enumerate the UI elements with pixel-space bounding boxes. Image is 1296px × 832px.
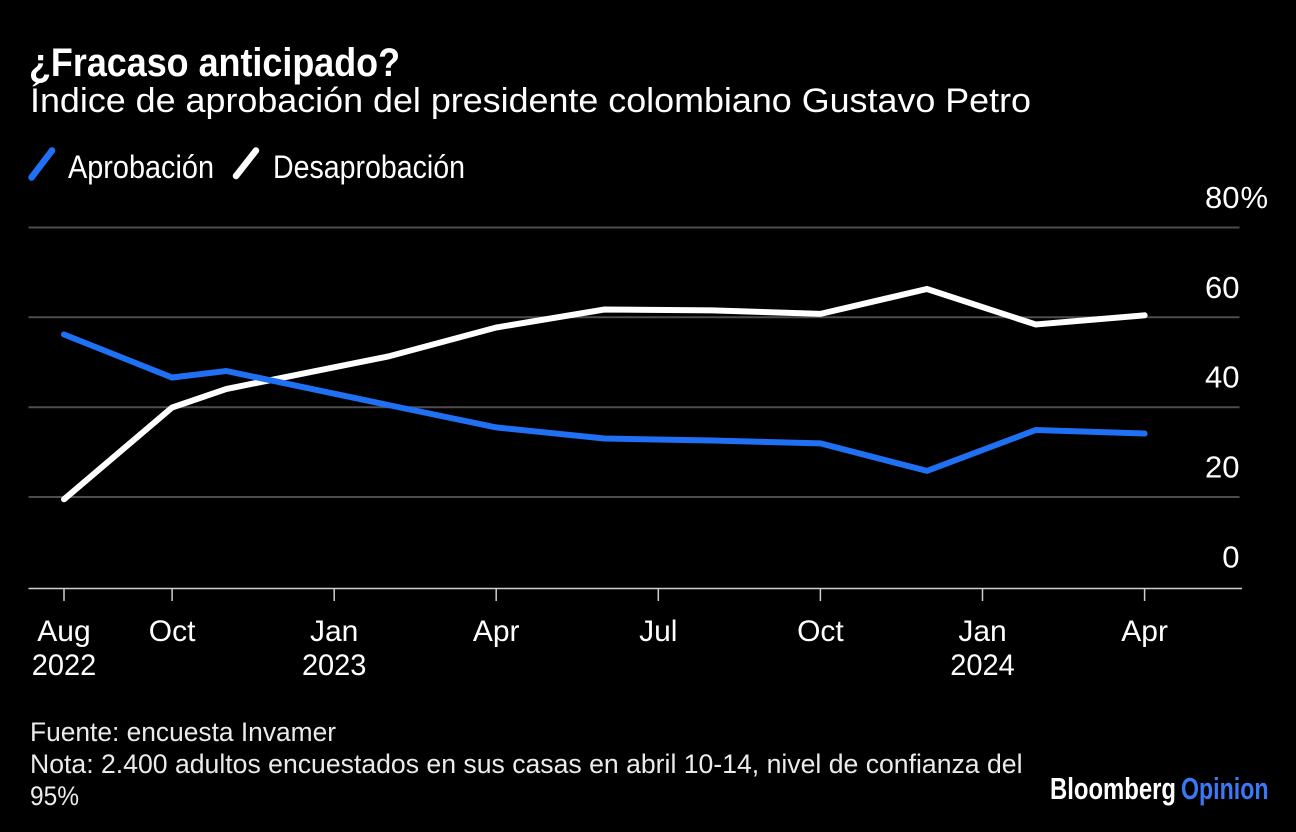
svg-text:¿Fracaso anticipado?: ¿Fracaso anticipado? [29,41,400,85]
svg-text:2024: 2024 [950,649,1015,682]
svg-text:60: 60 [1205,270,1239,305]
svg-text:2023: 2023 [302,649,367,682]
svg-text:Bloomberg: Bloomberg [1050,771,1176,806]
svg-text:2022: 2022 [32,649,97,682]
svg-text:40: 40 [1205,360,1239,395]
svg-text:95%: 95% [30,781,79,811]
svg-text:20: 20 [1205,450,1239,485]
svg-text:Jan: Jan [958,615,1006,648]
svg-text:Desaprobación: Desaprobación [273,149,465,185]
svg-text:%: % [1241,180,1269,215]
svg-text:Fuente: encuesta Invamer: Fuente: encuesta Invamer [30,717,336,747]
svg-text:Oct: Oct [797,615,844,648]
svg-text:Aug: Aug [37,615,90,648]
svg-text:Opinion: Opinion [1181,771,1269,806]
svg-text:Nota: 2.400 adultos encuestado: Nota: 2.400 adultos encuestados en sus c… [30,749,1023,779]
svg-text:Aprobación: Aprobación [68,149,214,185]
svg-text:Jan: Jan [310,615,358,648]
svg-text:80: 80 [1205,180,1239,215]
svg-text:Apr: Apr [1121,615,1168,648]
svg-text:Jul: Jul [639,615,677,648]
svg-text:Índice de aprobación del presi: Índice de aprobación del presidente colo… [30,82,1031,120]
svg-text:Apr: Apr [473,615,520,648]
svg-text:Oct: Oct [149,615,196,648]
svg-text:0: 0 [1222,539,1239,574]
